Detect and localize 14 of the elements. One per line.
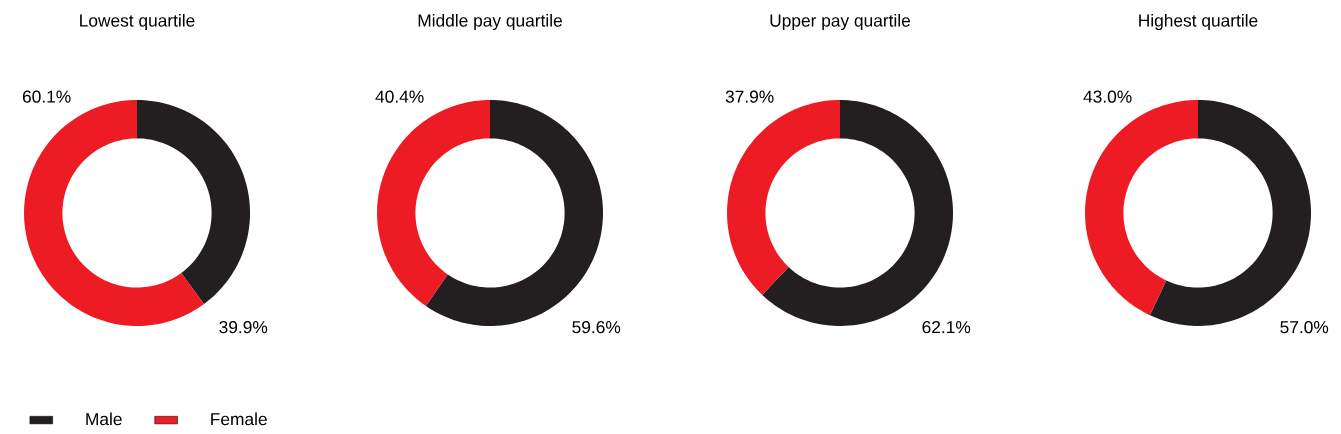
- chart-title: Middle pay quartile: [418, 13, 562, 31]
- chart-title: Upper pay quartile: [770, 13, 911, 31]
- data-label: 43.0%: [1083, 90, 1132, 103]
- chart-title: Lowest quartile: [80, 13, 195, 31]
- data-label: 39.9%: [219, 320, 268, 334]
- legend-label: Female: [211, 412, 267, 426]
- data-label: 60.1%: [22, 90, 71, 103]
- data-label: 40.4%: [375, 90, 424, 103]
- chart-title: Highest quartile: [1139, 13, 1258, 31]
- legend-label: Male: [86, 412, 122, 426]
- data-label: 57.0%: [1280, 320, 1329, 334]
- data-label: 62.1%: [922, 320, 971, 334]
- data-label: 59.6%: [572, 320, 621, 334]
- data-label: 37.9%: [725, 90, 774, 103]
